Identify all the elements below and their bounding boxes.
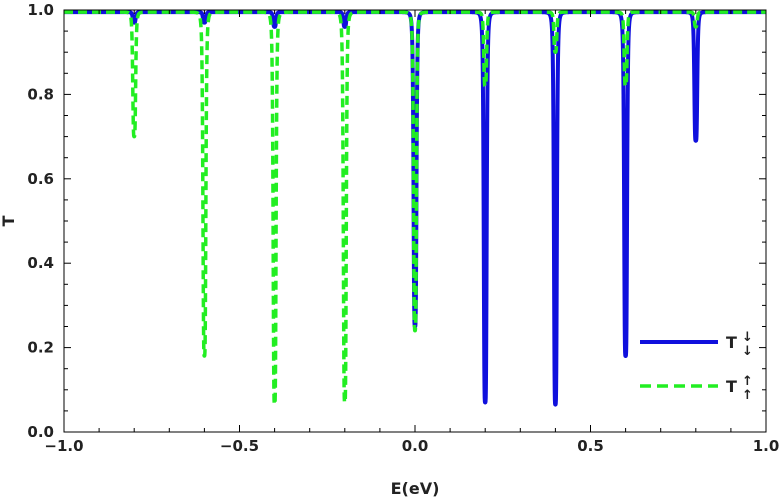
- legend-subscript: ↓: [742, 344, 753, 359]
- legend: T ↓↓ T ↑↑: [640, 330, 753, 403]
- series-line: [62, 10, 768, 407]
- y-tick-label: 0.2: [27, 339, 54, 357]
- y-tick-label: 0.0: [27, 423, 54, 441]
- y-axis: 0.0 0.2 0.4 0.6 0.8 1.0: [27, 1, 766, 441]
- series-1: [62, 10, 768, 407]
- series-layer: [62, 10, 768, 407]
- legend-label: T: [726, 333, 737, 352]
- legend-superscript: ↓: [742, 330, 753, 345]
- x-tick-label: −1.0: [44, 437, 83, 455]
- y-tick-label: 0.6: [27, 170, 54, 188]
- y-tick-label: 1.0: [27, 1, 54, 19]
- y-tick-label: 0.4: [27, 254, 54, 272]
- y-axis-label: T: [0, 215, 18, 226]
- legend-superscript: ↑: [742, 374, 753, 389]
- legend-subscript: ↑: [742, 388, 753, 403]
- legend-label: T: [726, 377, 737, 396]
- x-tick-label: −0.5: [220, 437, 259, 455]
- x-tick-label: 0.5: [577, 437, 604, 455]
- x-tick-label: 1.0: [753, 437, 780, 455]
- x-axis-label: E(eV): [391, 479, 440, 498]
- y-tick-label: 0.8: [27, 85, 54, 103]
- x-axis: −1.0 −0.5 0.0 0.5 1.0: [44, 10, 779, 455]
- x-tick-label: 0.0: [402, 437, 429, 455]
